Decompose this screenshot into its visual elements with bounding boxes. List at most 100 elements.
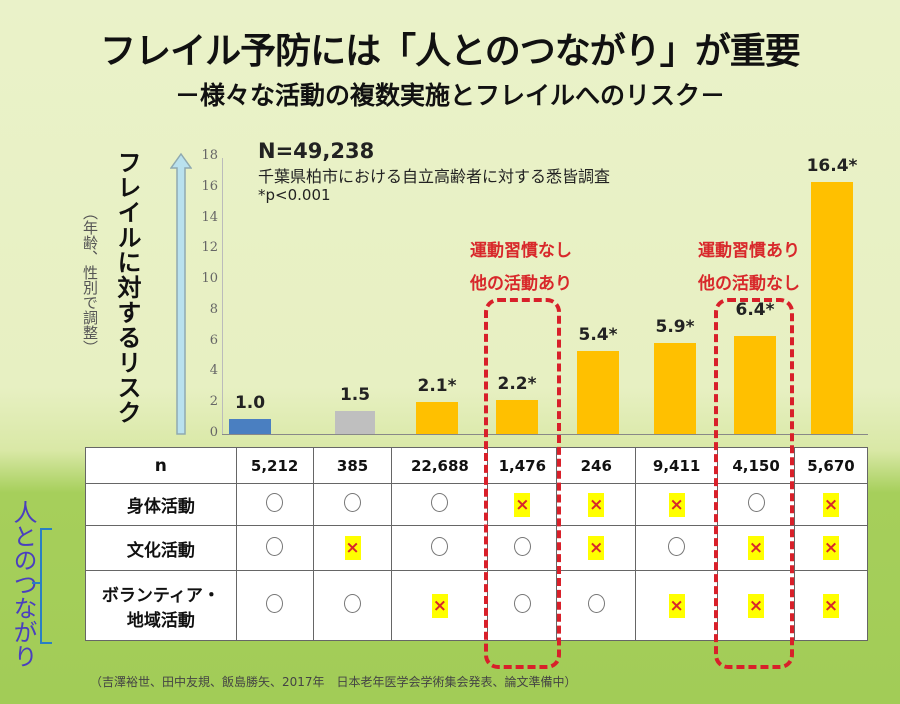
row-header: 文化活動 bbox=[85, 525, 237, 571]
significance-note: *p<0.001 bbox=[258, 186, 331, 204]
mark-cell bbox=[312, 570, 393, 641]
circle-icon bbox=[513, 536, 531, 556]
bar bbox=[335, 410, 375, 434]
cross-icon: × bbox=[514, 492, 531, 517]
bar-value-label: 1.5 bbox=[339, 384, 371, 405]
bar bbox=[416, 401, 458, 434]
mark-cell bbox=[235, 483, 314, 526]
y-tick-label: 8 bbox=[209, 301, 218, 317]
cross-icon: × bbox=[431, 593, 448, 618]
y-tick-label: 4 bbox=[209, 363, 218, 379]
row-header: 身体活動 bbox=[85, 483, 237, 526]
bar bbox=[577, 350, 619, 434]
circle-icon bbox=[266, 536, 284, 556]
n-cell: 22,688 bbox=[391, 447, 489, 484]
circle-icon bbox=[587, 594, 605, 613]
annotation-no-exercise: 運動習慣なし 他の活動あり bbox=[446, 236, 596, 294]
bar bbox=[811, 181, 853, 434]
n-cell: 385 bbox=[312, 447, 393, 484]
mark-cell bbox=[235, 525, 314, 571]
sample-size: N=49,238 bbox=[258, 139, 375, 163]
circle-icon bbox=[266, 493, 284, 512]
annotation-line: 運動習慣なし bbox=[470, 241, 572, 261]
mark-cell: × bbox=[487, 483, 558, 526]
annotation-line: 他の活動あり bbox=[470, 274, 572, 294]
cross-icon: × bbox=[823, 593, 839, 618]
y-tick-label: 10 bbox=[201, 271, 218, 287]
cross-icon: × bbox=[344, 536, 361, 560]
row-header-line: 地域活動 bbox=[126, 610, 195, 631]
survey-description: 千葉県柏市における自立高齢者に対する悉皆調査 bbox=[258, 167, 611, 186]
y-tick-label: 2 bbox=[209, 394, 218, 410]
bar-value-label: 2.1* bbox=[417, 375, 457, 396]
y-axis-line bbox=[222, 158, 223, 434]
circle-icon bbox=[344, 493, 362, 512]
cross-icon: × bbox=[588, 492, 605, 517]
mark-cell bbox=[391, 483, 489, 526]
mark-cell: × bbox=[391, 570, 489, 641]
highlight-box-no-exercise bbox=[484, 298, 561, 669]
mark-cell bbox=[487, 525, 558, 571]
table-row-physical: 身体活動 × × × × bbox=[85, 483, 868, 526]
bar bbox=[734, 335, 776, 434]
bar bbox=[229, 418, 271, 434]
x-axis-line bbox=[222, 434, 868, 435]
n-cell: 246 bbox=[556, 447, 637, 484]
mark-cell bbox=[556, 570, 637, 641]
bar-value-label: 5.9* bbox=[655, 317, 695, 338]
citation: （吉澤裕世、田中友規、飯島勝矢、2017年 日本老年医学会学術集会発表、論文準備… bbox=[90, 675, 577, 689]
mark-cell bbox=[635, 525, 719, 571]
annotation-exercise-only: 運動習慣あり 他の活動なし bbox=[674, 236, 824, 294]
mark-cell: × bbox=[556, 525, 637, 571]
bar-value-label: 6.4* bbox=[735, 299, 775, 320]
mark-cell bbox=[391, 525, 489, 571]
mark-cell: × bbox=[635, 483, 719, 526]
circle-icon bbox=[513, 594, 531, 613]
bracket-tick bbox=[32, 582, 42, 584]
table-row-volunteer: ボランティア・ 地域活動 × × × × bbox=[85, 570, 868, 641]
cross-icon: × bbox=[823, 492, 839, 517]
circle-icon bbox=[431, 536, 449, 556]
y-tick-label: 6 bbox=[209, 332, 218, 348]
y-tick-label: 12 bbox=[201, 240, 218, 256]
mark-cell bbox=[312, 483, 393, 526]
n-cell: 5,212 bbox=[235, 447, 314, 484]
circle-icon bbox=[344, 594, 362, 613]
cross-icon: × bbox=[823, 536, 839, 560]
circle-icon bbox=[266, 594, 284, 613]
n-cell: 4,150 bbox=[717, 447, 796, 484]
annotation-line: 運動習慣あり bbox=[698, 241, 800, 261]
side-label: 人とのつながり bbox=[9, 500, 37, 668]
mark-cell: × bbox=[717, 525, 796, 571]
circle-icon bbox=[668, 536, 686, 556]
mark-cell: × bbox=[794, 570, 868, 641]
mark-cell: × bbox=[794, 525, 868, 571]
highlight-box-exercise-only bbox=[714, 298, 794, 669]
y-axis-note: （年齢、性別で調整） bbox=[81, 205, 99, 355]
mark-cell: × bbox=[794, 483, 868, 526]
activity-table: n 5,212 385 22,688 1,476 246 9,411 4,150 5,670 … bbox=[85, 447, 868, 641]
bar bbox=[654, 343, 696, 434]
y-tick-label: 16 bbox=[201, 178, 218, 194]
bracket bbox=[40, 528, 52, 644]
up-arrow-icon bbox=[170, 152, 192, 435]
n-cell: 5,670 bbox=[794, 447, 868, 484]
cross-icon: × bbox=[748, 593, 765, 618]
row-header: n bbox=[85, 447, 237, 484]
circle-icon bbox=[431, 493, 449, 512]
page-subtitle: －様々な活動の複数実施とフレイルへのリスク－ bbox=[174, 81, 725, 110]
bar-value-label: 5.4* bbox=[578, 324, 618, 345]
bar-value-label: 1.0 bbox=[234, 392, 266, 413]
y-tick-label: 14 bbox=[201, 209, 218, 225]
cross-icon: × bbox=[668, 492, 685, 517]
circle-icon bbox=[747, 493, 765, 512]
bar-value-label: 2.2* bbox=[497, 374, 537, 395]
mark-cell bbox=[717, 483, 796, 526]
bar bbox=[496, 400, 538, 434]
row-header-line: ボランティア・ bbox=[101, 585, 220, 606]
cross-icon: × bbox=[668, 593, 685, 618]
mark-cell: × bbox=[635, 570, 719, 641]
page-title: フレイル予防には「人とのつながり」が重要 bbox=[100, 31, 801, 72]
y-tick-label: 18 bbox=[201, 148, 218, 163]
y-axis-label: フレイルに対するリスク bbox=[113, 150, 141, 425]
